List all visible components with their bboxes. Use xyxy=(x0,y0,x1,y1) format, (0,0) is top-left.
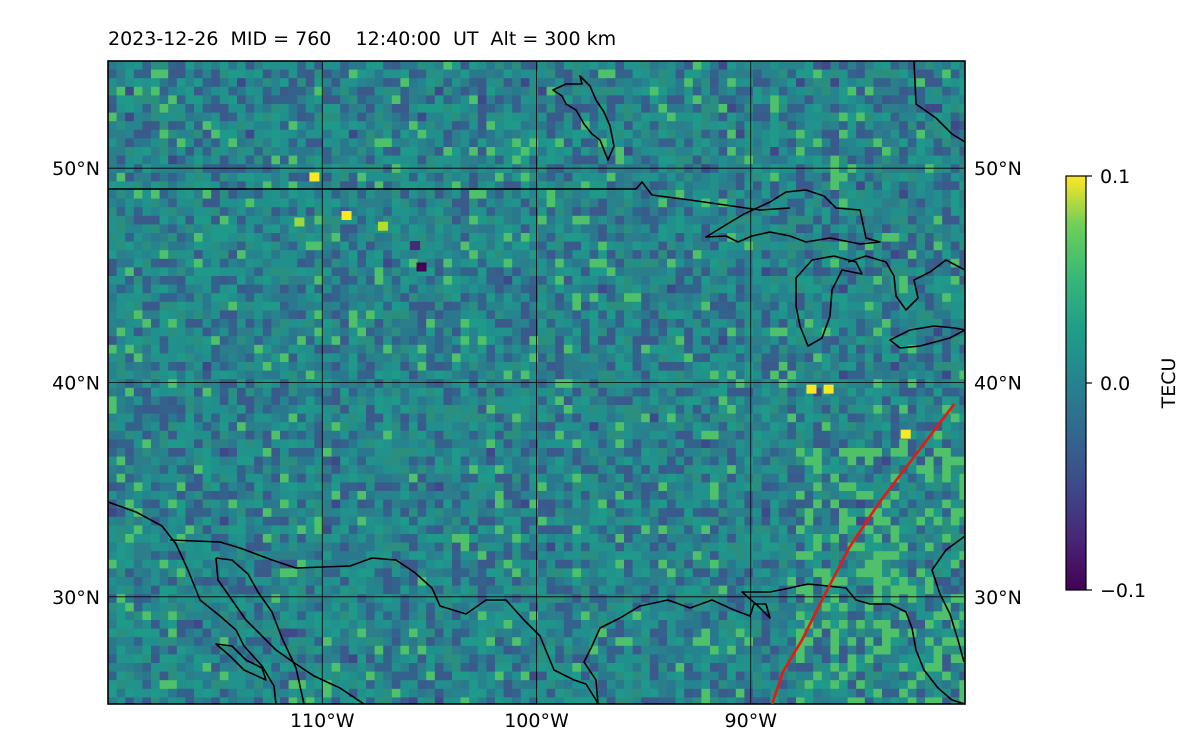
lon-label: 100°W xyxy=(504,710,569,732)
lake-michigan xyxy=(795,255,863,347)
coast-baja-east xyxy=(215,557,365,704)
graticule xyxy=(108,61,965,704)
coast-mexico-pacific xyxy=(108,501,277,704)
lake-erie xyxy=(889,325,965,349)
axis-labels: 110°W 100°W 90°W 30°N 30°N 40°N 40°N 50°N 50°N xyxy=(52,158,1022,732)
lat-label: 30°N xyxy=(52,587,100,609)
coast-atlantic xyxy=(931,535,965,663)
colorbar-tick-max: 0.1 xyxy=(1100,166,1130,188)
island-north xyxy=(552,75,615,161)
lat-label: 40°N xyxy=(52,373,100,395)
track-line xyxy=(770,403,956,704)
map-title: 2023-12-26 MID = 760 12:40:00 UT Alt = 3… xyxy=(108,28,617,50)
lat-label: 40°N xyxy=(974,373,1022,395)
lon-label: 110°W xyxy=(290,710,355,732)
colorbar-tick-mid: 0.0 xyxy=(1100,373,1130,395)
colorbar: 0.1 0.0 −0.1 TECU xyxy=(1065,166,1180,602)
lat-label: 50°N xyxy=(974,158,1022,180)
map-frame xyxy=(107,60,966,705)
coast-gulf xyxy=(583,583,965,704)
us-canada-border xyxy=(108,181,791,211)
tec-heatmap xyxy=(108,61,965,704)
coast-ne xyxy=(913,61,965,143)
colorbar-tick-min: −0.1 xyxy=(1100,580,1146,602)
lat-label: 30°N xyxy=(974,587,1022,609)
coast-baja xyxy=(169,539,599,704)
colorbar-gradient xyxy=(1065,175,1087,591)
coast-baja-tip xyxy=(215,643,267,681)
colorbar-label: TECU xyxy=(1158,358,1180,410)
coastlines xyxy=(108,61,965,704)
lat-label: 50°N xyxy=(52,158,100,180)
lake-superior xyxy=(705,189,881,245)
lon-label: 90°W xyxy=(725,710,778,732)
lake-huron xyxy=(847,255,965,311)
